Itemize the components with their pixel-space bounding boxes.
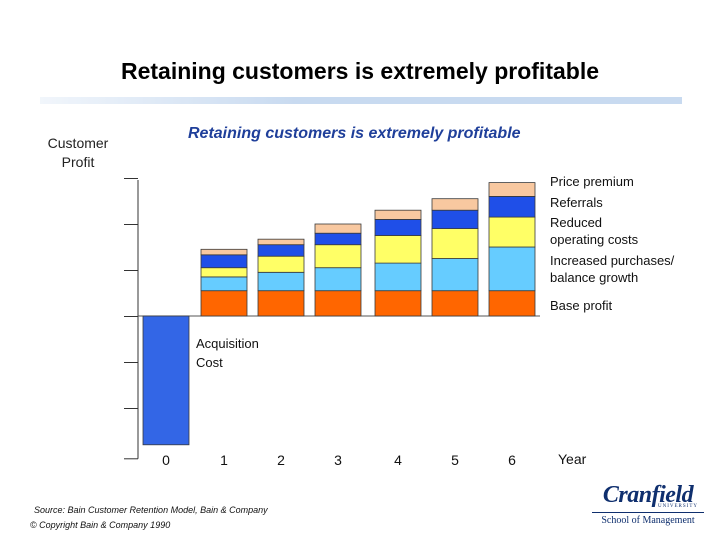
bar-segment-increased-purchases-balance-growth-year-2 (257, 271, 305, 292)
legend-reduced-operating-costs: Reduced operating costs (550, 214, 638, 248)
legend-base-profit: Base profit (550, 298, 613, 313)
annotation-line2: Cost (196, 355, 223, 370)
legend-referrals: Referrals (550, 195, 603, 210)
title-rule (40, 97, 682, 104)
x-tick-label: 0 (162, 452, 170, 468)
logo-school: School of Management (592, 512, 704, 526)
y-axis-label-line1: Customer (47, 135, 109, 151)
legend-price-premium: Price premium (550, 174, 634, 189)
bar-segment-reduced-operating-costs-year-6 (488, 216, 536, 248)
bar-segment-price-premium-year-3 (314, 223, 362, 234)
bar-segment-base-profit-year-6 (488, 290, 536, 317)
legend-increased-line1: Increased purchases/ (550, 253, 675, 268)
y-axis-label: Customer Profit (28, 134, 128, 172)
x-tick-label: 4 (394, 452, 402, 468)
legend-reduced-line2: operating costs (550, 232, 639, 247)
bar-segment-reduced-operating-costs-year-3 (314, 244, 362, 269)
bar-segment-price-premium-year-5 (431, 198, 479, 211)
acquisition-cost-annotation: Acquisition Cost (196, 334, 259, 372)
bar-segment-increased-purchases-balance-growth-year-3 (314, 267, 362, 292)
bar-segment-price-premium-year-1 (200, 248, 248, 256)
x-tick-label: 2 (277, 452, 285, 468)
copyright-note: © Copyright Bain & Company 1990 (30, 520, 171, 530)
x-axis-label: Year (558, 451, 587, 467)
bar-segment-reduced-operating-costs-year-4 (374, 235, 422, 264)
x-tick-label: 5 (451, 452, 459, 468)
x-tick-label: 6 (508, 452, 516, 468)
logo-university: UNIVERSITY (658, 504, 698, 509)
bar-segment-base-profit-year-3 (314, 290, 362, 317)
bar-segment-base-profit-year-4 (374, 290, 422, 317)
logo-name: Cranfield (602, 482, 694, 508)
bar-segment-acquisition-cost-year-0 (142, 315, 190, 446)
bar-segment-referrals-year-3 (314, 232, 362, 246)
bar-segment-reduced-operating-costs-year-5 (431, 228, 479, 259)
chart-title: Retaining customers is extremely profita… (188, 125, 521, 142)
legend-increased-line2: balance growth (550, 270, 639, 285)
source-note: Source: Bain Customer Retention Model, B… (34, 505, 268, 515)
bar-segment-price-premium-year-2 (257, 238, 305, 246)
cranfield-logo: Cranfield UNIVERSITY School of Managemen… (592, 483, 704, 526)
bar-segment-base-profit-year-2 (257, 290, 305, 317)
bar-segment-increased-purchases-balance-growth-year-6 (488, 246, 536, 292)
slide-title: Retaining customers is extremely profita… (120, 58, 600, 84)
bar-segment-referrals-year-6 (488, 195, 536, 218)
bar-segment-reduced-operating-costs-year-2 (257, 255, 305, 273)
bar-segment-increased-purchases-balance-growth-year-5 (431, 258, 479, 292)
annotation-line1: Acquisition (196, 336, 259, 351)
x-tick-label: 3 (334, 452, 342, 468)
bar-segment-increased-purchases-balance-growth-year-1 (200, 276, 248, 292)
bar-segment-price-premium-year-4 (374, 209, 422, 220)
bar-segment-referrals-year-1 (200, 254, 248, 269)
bar-segment-referrals-year-5 (431, 209, 479, 229)
legend-reduced-line1: Reduced (550, 215, 603, 230)
bar-segment-price-premium-year-6 (488, 182, 536, 197)
bar-segment-referrals-year-4 (374, 218, 422, 236)
y-axis-label-line2: Profit (61, 154, 95, 170)
x-tick-label: 1 (220, 452, 228, 468)
bar-segment-base-profit-year-5 (431, 290, 479, 317)
bar-segment-increased-purchases-balance-growth-year-4 (374, 262, 422, 292)
bar-segment-reduced-operating-costs-year-1 (200, 267, 248, 278)
bar-segment-referrals-year-2 (257, 244, 305, 257)
legend-increased-purchases: Increased purchases/ balance growth (550, 252, 674, 286)
bar-segment-base-profit-year-1 (200, 290, 248, 317)
